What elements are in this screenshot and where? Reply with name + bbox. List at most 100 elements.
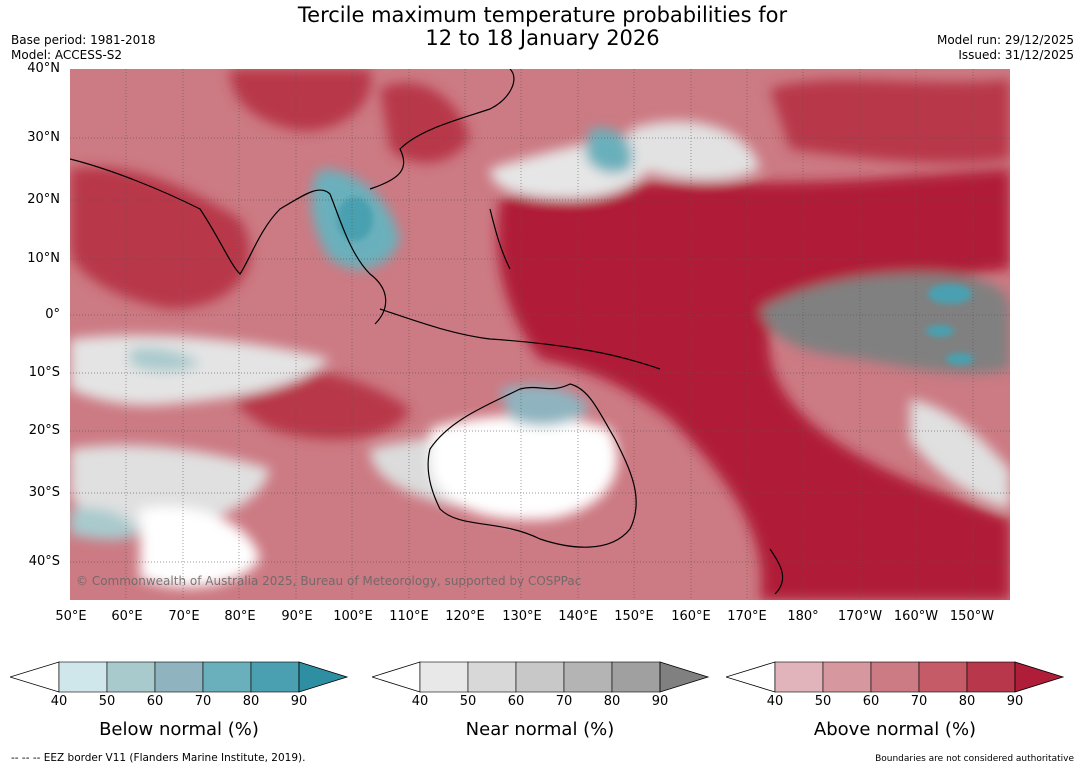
colorbar-below-swatch-60 — [154, 661, 204, 693]
colorbar-above-normal — [726, 661, 1065, 693]
coast-indonesia — [379, 308, 661, 370]
lat-label-10s: 10°S — [28, 365, 60, 380]
colorbar-near-swatch-60 — [515, 661, 565, 693]
lat-label-20s: 20°S — [28, 423, 60, 438]
near-normal-south-indian — [70, 445, 270, 529]
graticule — [70, 69, 1010, 600]
coast-east-asia — [369, 69, 515, 190]
coast-australia — [427, 383, 637, 548]
colorbar-below-normal — [10, 661, 349, 693]
near-normal-south-pacific — [910, 399, 1010, 509]
lon-label-180: 180° — [787, 609, 819, 624]
lon-label-150e: 150°E — [614, 609, 654, 624]
colorbar-near-extend-high — [659, 661, 710, 693]
copyright-notice: © Commonwealth of Australia 2025, Bureau… — [76, 574, 582, 588]
lon-label-170w: 170°W — [837, 609, 883, 624]
map-canvas — [70, 69, 1010, 600]
lon-label-60e: 60°E — [111, 609, 143, 624]
colorbar-below-swatch-50 — [106, 661, 156, 693]
below-normal-north-australia — [500, 385, 590, 426]
colorbar-below-extend-high — [298, 661, 349, 693]
coast-new-zealand — [769, 548, 784, 595]
lat-label-40s: 40°S — [28, 554, 60, 569]
colorbar-near-extend-low — [372, 661, 421, 693]
colorbar-near-label: Near normal (%) — [465, 719, 615, 740]
above-tick-70: 70 — [910, 694, 928, 709]
near-tick-50: 50 — [459, 694, 477, 709]
probability-map: © Commonwealth of Australia 2025, Bureau… — [70, 69, 1010, 600]
lat-label-20n: 20°N — [27, 192, 60, 207]
above-tick-90: 90 — [1006, 694, 1024, 709]
lat-label-30n: 30°N — [27, 130, 60, 145]
near-tick-90: 90 — [651, 694, 669, 709]
above-tick-50: 50 — [814, 694, 832, 709]
lat-label-equator: 0° — [45, 307, 60, 322]
no-dominant-category-south-indian — [140, 506, 260, 588]
colorbar-near-swatch-80 — [611, 661, 661, 693]
colorbar-near-normal — [372, 661, 710, 693]
below-normal-southwest — [70, 507, 140, 540]
lon-label-90e: 90°E — [281, 609, 313, 624]
colorbar-above-label: Above normal (%) — [813, 719, 977, 740]
lon-label-120e: 120°E — [445, 609, 485, 624]
above-normal-north-pacific — [770, 79, 1010, 164]
lon-label-70e: 70°E — [168, 609, 200, 624]
lon-label-160w: 160°W — [893, 609, 939, 624]
lon-label-50e: 50°E — [55, 609, 87, 624]
colorbar-below-swatch-40 — [58, 661, 108, 693]
lon-label-140e: 140°E — [558, 609, 598, 624]
below-tick-40: 40 — [50, 694, 68, 709]
coastlines — [70, 69, 784, 595]
model-name: Model: ACCESS-S2 — [11, 48, 123, 62]
colorbar-above-swatch-40 — [774, 661, 824, 693]
colorbar-above-extend-low — [726, 661, 776, 693]
coast-south-asia — [70, 158, 387, 325]
lat-label-10n: 10°N — [27, 251, 60, 266]
below-normal-patch-1 — [928, 284, 972, 304]
above-tick-40: 40 — [766, 694, 784, 709]
lon-label-110e: 110°E — [389, 609, 429, 624]
above-tick-80: 80 — [958, 694, 976, 709]
no-dominant-category-australia — [430, 415, 618, 520]
colorbar-above-swatch-60 — [870, 661, 920, 693]
colorbar-above-swatch-70 — [918, 661, 968, 693]
below-normal-patch-4 — [337, 197, 373, 241]
near-normal-north-pacific-west — [630, 121, 760, 181]
model-run: Model run: 29/12/2025 — [936, 33, 1074, 47]
near-tick-80: 80 — [603, 694, 621, 709]
near-tick-40: 40 — [411, 694, 429, 709]
coast-philippines — [489, 208, 511, 270]
eez-border-note: -- -- -- EEZ border V11 (Flanders Marine… — [11, 752, 306, 764]
below-normal-patch-2 — [926, 325, 954, 337]
below-tick-90: 90 — [290, 694, 308, 709]
lon-label-80e: 80°E — [224, 609, 256, 624]
metadata-right: Model run: 29/12/2025 Issued: 31/12/2025 — [937, 33, 1074, 63]
lat-label-30s: 30°S — [28, 485, 60, 500]
lon-label-170e: 170°E — [727, 609, 767, 624]
below-normal-taiwan-sea — [585, 128, 633, 174]
below-tick-60: 60 — [146, 694, 164, 709]
issued-date: Issued: 31/12/2025 — [958, 48, 1074, 62]
map-title: Tercile maximum temperature probabilitie… — [0, 4, 1085, 50]
below-normal-indian-ocean — [130, 347, 200, 372]
above-tick-60: 60 — [862, 694, 880, 709]
title-line-2: 12 to 18 January 2026 — [425, 26, 660, 50]
lon-label-130e: 130°E — [502, 609, 542, 624]
colorbar-below-swatch-80 — [250, 661, 300, 693]
near-tick-60: 60 — [507, 694, 525, 709]
below-tick-70: 70 — [194, 694, 212, 709]
colorbar-below-swatch-70 — [202, 661, 252, 693]
colorbar-above-swatch-50 — [822, 661, 872, 693]
above-normal-indian-north — [70, 167, 251, 309]
colorbar-near-swatch-70 — [563, 661, 613, 693]
title-line-1: Tercile maximum temperature probabilitie… — [297, 3, 788, 27]
lat-label-40n: 40°N — [27, 61, 60, 76]
lon-label-160e: 160°E — [671, 609, 711, 624]
colorbar-near-swatch-50 — [467, 661, 517, 693]
lon-label-100e: 100°E — [333, 609, 373, 624]
colorbar-below-extend-low — [10, 661, 60, 693]
lon-label-150w: 150°W — [949, 609, 995, 624]
boundaries-disclaimer: Boundaries are not considered authoritat… — [875, 754, 1074, 764]
metadata-left: Base period: 1981-2018 Model: ACCESS-S2 — [11, 33, 156, 63]
colorbar-near-swatch-40 — [419, 661, 469, 693]
